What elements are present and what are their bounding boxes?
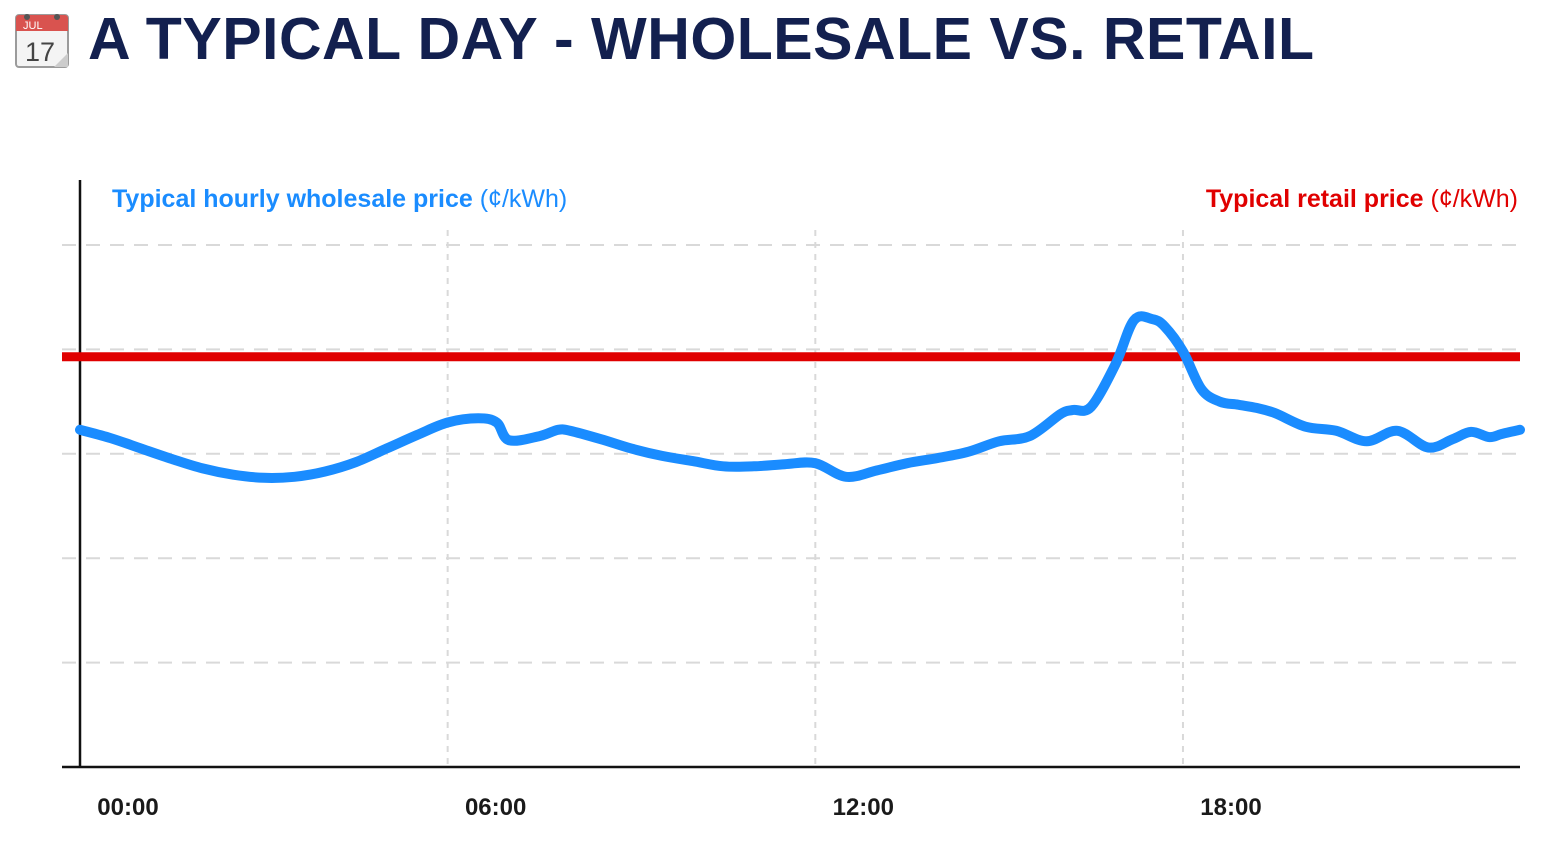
title-row: JUL 17 A TYPICAL DAY - WHOLESALE VS. RET… xyxy=(14,10,1315,69)
x-tick-label: 06:00 xyxy=(465,794,526,821)
calendar-icon: JUL 17 xyxy=(15,13,69,68)
legend-retail-name: Typical retail price xyxy=(1206,185,1431,213)
series-line-wholesale xyxy=(75,311,1525,483)
x-tick-label: 18:00 xyxy=(1200,794,1261,821)
legend-wholesale-name: Typical hourly wholesale price xyxy=(112,185,480,213)
calendar-icon-day: 17 xyxy=(25,37,55,67)
x-tick-label: 12:00 xyxy=(833,794,894,821)
legend-retail: Typical retail price (¢/kWh) xyxy=(1206,185,1518,213)
legend-retail-unit: (¢/kWh) xyxy=(1431,185,1519,213)
page-title: A TYPICAL DAY - WHOLESALE VS. RETAIL xyxy=(88,6,1315,72)
legend-wholesale: Typical hourly wholesale price (¢/kWh) xyxy=(112,185,567,213)
legend-wholesale-unit: (¢/kWh) xyxy=(480,185,568,213)
x-tick-label: 00:00 xyxy=(97,794,158,821)
calendar-icon-month: JUL xyxy=(23,20,43,32)
